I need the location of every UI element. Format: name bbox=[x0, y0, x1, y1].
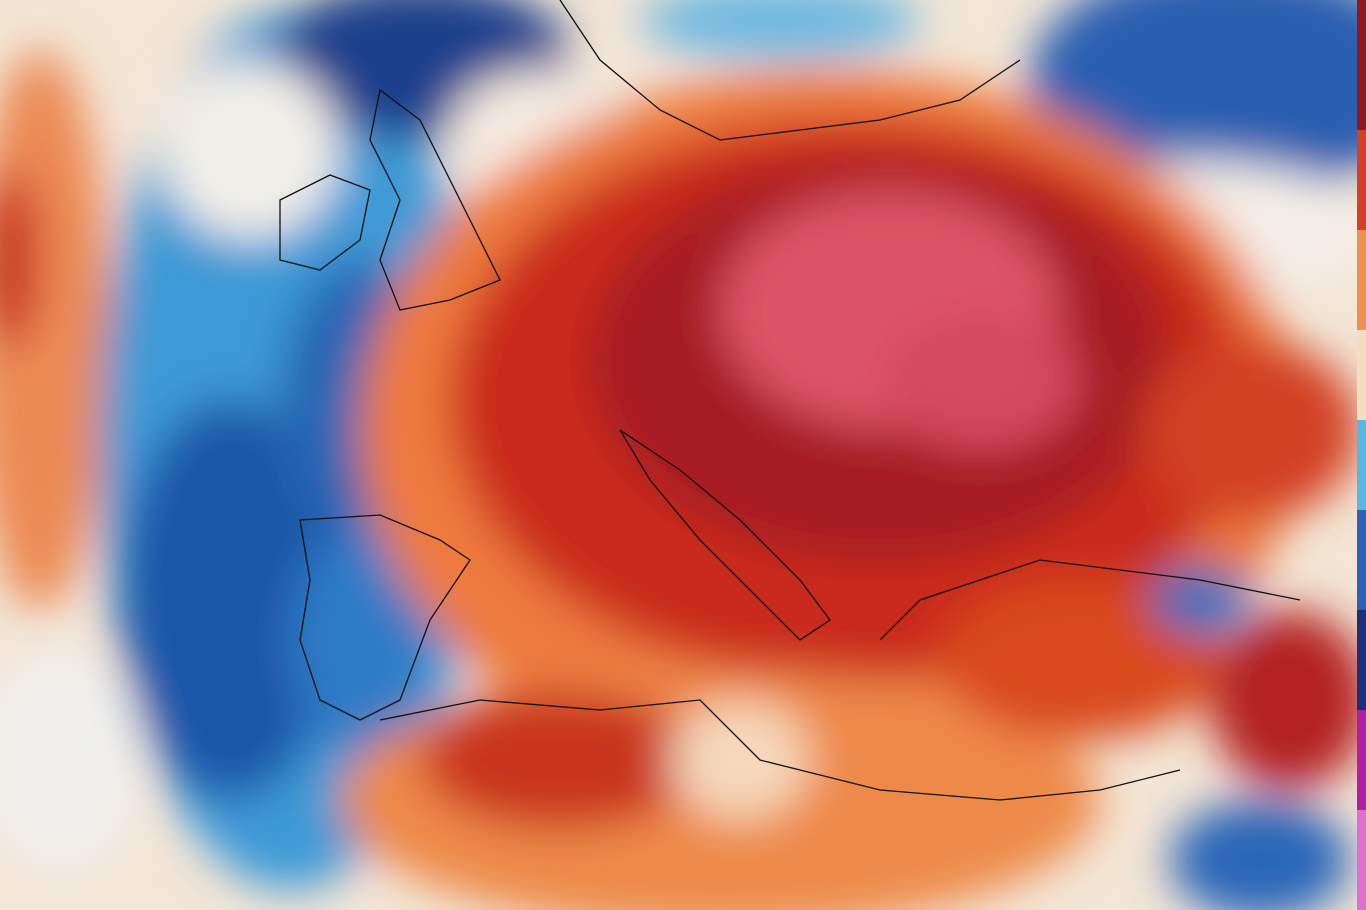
hot-region bbox=[420, 690, 700, 830]
scale-step bbox=[1357, 330, 1366, 420]
hot-region bbox=[1140, 340, 1360, 520]
coastline bbox=[369, 88, 501, 311]
neutral-region bbox=[160, 60, 340, 240]
color-scale bbox=[1357, 0, 1366, 910]
scale-step bbox=[1357, 610, 1366, 710]
cold-region bbox=[1150, 565, 1250, 635]
scale-step bbox=[1357, 510, 1366, 610]
cold-region bbox=[1170, 800, 1350, 910]
neutral-region bbox=[0, 650, 140, 870]
coastline bbox=[279, 174, 371, 271]
scale-step bbox=[1357, 810, 1366, 910]
coastline bbox=[559, 0, 1021, 141]
hot-region bbox=[940, 580, 1220, 740]
cold-core bbox=[120, 400, 340, 800]
scale-step bbox=[1357, 0, 1366, 130]
coastline bbox=[619, 429, 831, 641]
hot-region bbox=[1210, 610, 1366, 790]
scale-step bbox=[1357, 710, 1366, 810]
coastlines bbox=[279, 0, 1301, 801]
coastline bbox=[379, 699, 1181, 801]
cold-region bbox=[290, 530, 430, 750]
scale-step bbox=[1357, 130, 1366, 230]
coastline bbox=[879, 559, 1301, 641]
extreme-core bbox=[880, 310, 1080, 450]
warm-core bbox=[0, 170, 40, 350]
scale-step bbox=[1357, 420, 1366, 510]
scale-step bbox=[1357, 230, 1366, 330]
neutral-region bbox=[670, 700, 810, 820]
cold-region bbox=[640, 0, 920, 60]
coastline bbox=[299, 514, 471, 721]
